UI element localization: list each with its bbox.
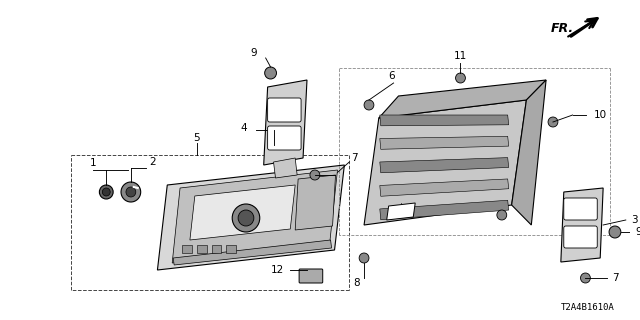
Circle shape — [121, 182, 141, 202]
Polygon shape — [387, 203, 415, 220]
FancyArrowPatch shape — [568, 21, 594, 36]
Text: FR.: FR. — [551, 21, 574, 35]
Polygon shape — [380, 136, 509, 149]
Circle shape — [232, 204, 260, 232]
Text: 6: 6 — [388, 71, 395, 81]
Text: 12: 12 — [271, 265, 284, 275]
Text: 11: 11 — [454, 51, 467, 61]
Polygon shape — [511, 80, 546, 225]
Circle shape — [310, 170, 320, 180]
Polygon shape — [380, 115, 509, 126]
Circle shape — [265, 67, 276, 79]
FancyBboxPatch shape — [564, 198, 597, 220]
Text: 4: 4 — [241, 123, 247, 133]
Text: 8: 8 — [353, 278, 360, 288]
Text: 3: 3 — [631, 215, 638, 225]
Circle shape — [99, 185, 113, 199]
Circle shape — [238, 210, 254, 226]
Circle shape — [126, 187, 136, 197]
FancyBboxPatch shape — [299, 269, 323, 283]
FancyBboxPatch shape — [268, 98, 301, 122]
Circle shape — [548, 117, 558, 127]
FancyBboxPatch shape — [268, 126, 301, 150]
Polygon shape — [173, 240, 332, 265]
Circle shape — [497, 210, 507, 220]
Polygon shape — [364, 100, 527, 225]
Polygon shape — [380, 179, 509, 196]
Text: 1: 1 — [90, 158, 97, 168]
Polygon shape — [380, 200, 509, 220]
Polygon shape — [273, 158, 297, 178]
Circle shape — [359, 253, 369, 263]
Text: 10: 10 — [594, 110, 607, 120]
Bar — [212, 245, 221, 253]
Text: 9: 9 — [250, 48, 257, 58]
Polygon shape — [157, 165, 344, 270]
Text: 9: 9 — [636, 227, 640, 237]
Text: 7: 7 — [612, 273, 618, 283]
FancyBboxPatch shape — [564, 226, 597, 248]
Polygon shape — [264, 80, 307, 165]
Polygon shape — [380, 158, 509, 173]
Circle shape — [609, 226, 621, 238]
Text: 5: 5 — [193, 133, 200, 143]
Circle shape — [456, 73, 465, 83]
Bar — [196, 245, 207, 253]
Circle shape — [102, 188, 110, 196]
Polygon shape — [190, 185, 295, 240]
Text: T2A4B1610A: T2A4B1610A — [561, 303, 614, 313]
Polygon shape — [379, 80, 546, 118]
Circle shape — [580, 273, 590, 283]
Bar — [227, 245, 236, 253]
Bar — [182, 245, 192, 253]
Text: 7: 7 — [351, 153, 358, 163]
Polygon shape — [172, 170, 337, 263]
Circle shape — [364, 100, 374, 110]
Text: 2: 2 — [149, 157, 156, 167]
Polygon shape — [295, 175, 335, 230]
Polygon shape — [561, 188, 603, 262]
